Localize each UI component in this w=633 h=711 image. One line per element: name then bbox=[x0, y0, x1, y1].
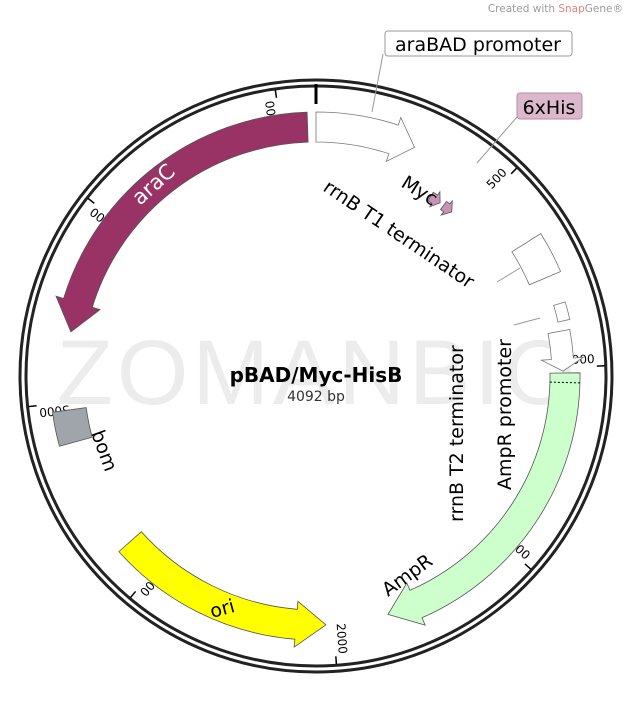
feature-ori[interactable] bbox=[118, 531, 327, 648]
callout-line bbox=[496, 267, 521, 283]
feature-myc[interactable] bbox=[427, 190, 441, 208]
feature-bom[interactable] bbox=[52, 407, 93, 447]
callout-line bbox=[371, 53, 384, 113]
plasmid-length: 4092 bp bbox=[287, 389, 345, 405]
credit-brand-suffix: Gene® bbox=[584, 3, 623, 15]
credit-text: Created with bbox=[487, 3, 559, 15]
feature-arabad-promoter[interactable] bbox=[315, 111, 416, 163]
tick-mark bbox=[335, 656, 338, 665]
label-ampr-promoter[interactable]: AmpR promoter bbox=[494, 339, 516, 490]
feature-rrnb-t1-terminator[interactable] bbox=[511, 233, 562, 286]
label-rrnb-t2-terminator[interactable]: rrnB T2 terminator bbox=[446, 345, 468, 522]
label-rrnb-t1-terminator[interactable]: rrnB T1 terminator bbox=[319, 176, 478, 293]
tick-mark bbox=[87, 197, 95, 204]
tick-mark bbox=[129, 590, 137, 599]
tick-mark bbox=[524, 563, 532, 570]
feature-arac[interactable] bbox=[55, 111, 309, 333]
label-box-6xhis bbox=[516, 92, 583, 120]
feature-rrnb-t2-terminator[interactable] bbox=[553, 301, 571, 323]
label-box-arabad bbox=[384, 30, 573, 57]
tick-mark bbox=[510, 167, 518, 175]
feature-ampr[interactable] bbox=[387, 372, 581, 626]
watermark: ZOMANBIO bbox=[57, 322, 580, 424]
label-bom[interactable]: bom bbox=[86, 427, 121, 474]
ampr-junction bbox=[549, 381, 580, 384]
plasmid-name: pBAD/Myc-HisB bbox=[230, 363, 403, 387]
snapgene-credit: Created with SnapGene® bbox=[488, 3, 623, 15]
backbone-outer bbox=[18, 78, 614, 674]
feature-ampr-promoter[interactable] bbox=[539, 329, 585, 372]
feature-6xhis[interactable] bbox=[439, 199, 453, 216]
tick-label: 2000 bbox=[334, 623, 350, 654]
label-arabad-promoter[interactable]: araBAD promoter bbox=[395, 34, 561, 56]
callout-line bbox=[513, 317, 541, 326]
tick-mark bbox=[274, 89, 278, 98]
credit-brand: Snap bbox=[558, 3, 585, 15]
tick-label: 500 bbox=[484, 165, 510, 191]
label-6xhis[interactable]: 6xHis bbox=[523, 97, 576, 119]
tick-mark bbox=[28, 404, 37, 408]
callout-line bbox=[476, 116, 518, 164]
